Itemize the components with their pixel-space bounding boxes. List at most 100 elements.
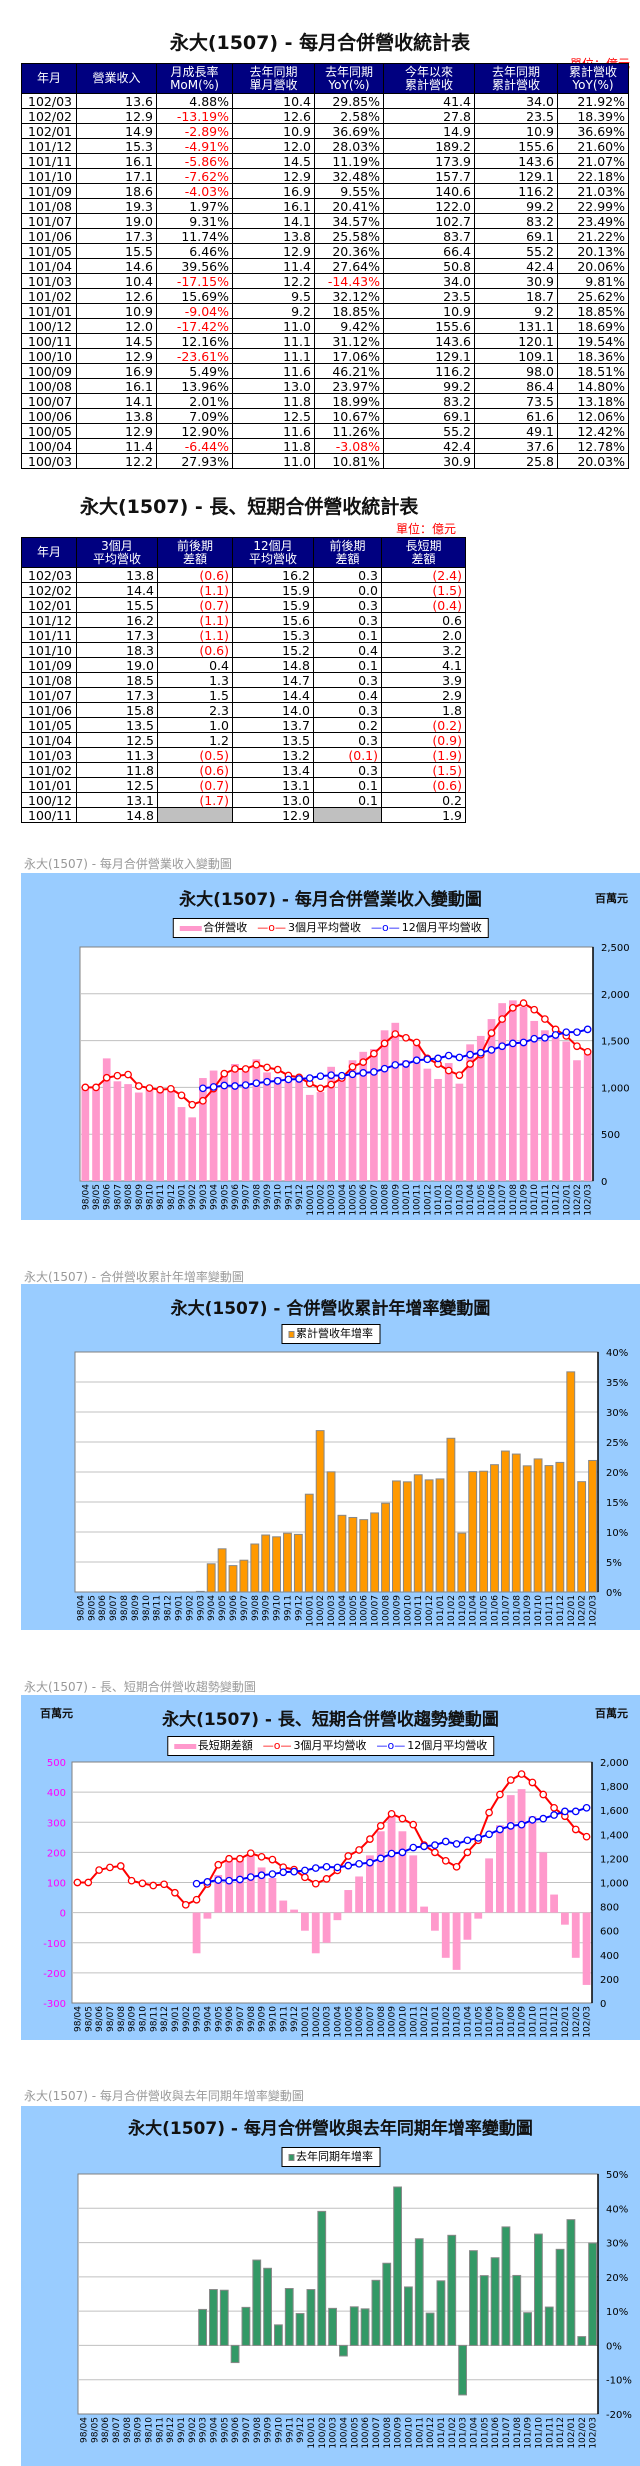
period-cell: 101/05: [21, 717, 77, 733]
y-tick-label: 1,400: [600, 1830, 629, 1841]
x-tick-label: 101/09: [520, 1184, 530, 1216]
table-row: 101/07 19.0 9.31% 14.1 34.57% 102.7 83.2 23.49%: [21, 213, 629, 229]
data-point: [582, 1803, 591, 1812]
value-cell: -6.44%: [156, 438, 233, 454]
x-tick-label: 101/10: [534, 2417, 544, 2449]
data-point: [431, 1848, 439, 1857]
x-tick-label: 98/10: [145, 1184, 155, 1210]
value-cell: 21.60%: [557, 138, 629, 154]
value-cell: 32.12%: [314, 288, 384, 304]
value-cell: 10.67%: [314, 408, 384, 424]
value-cell: 69.1: [383, 408, 475, 424]
bar: [366, 1855, 374, 1913]
long-short-revenue-table: 年月 3個月 平均營收 前後期 差額 12個月 平均營收 前後期 差額 長短期 差額 102…: [21, 537, 466, 823]
value-cell: 14.4: [232, 687, 314, 703]
data-point: [452, 1840, 461, 1848]
value-cell: 157.7: [383, 168, 475, 184]
y-tick-label: 200: [600, 1975, 619, 1986]
table-row: 101/01 12.5 (0.7) 13.1 0.1 (0.6): [21, 777, 466, 793]
period-cell: 100/12: [21, 792, 77, 808]
y-tick-label: 35%: [606, 1378, 628, 1389]
chart4-caption: 永大(1507) - 每月合併營收與去年同期年增率變動圖: [24, 2089, 304, 2103]
value-cell: 12.42%: [557, 423, 629, 439]
x-tick-label: 101/11: [539, 2006, 549, 2038]
value-cell: 116.2: [474, 183, 558, 199]
legend-label: 12個月平均營收: [407, 1739, 488, 1752]
value-cell: 27.8: [383, 108, 475, 124]
x-tick-label: 101/04: [469, 2417, 479, 2449]
data-point: [409, 1820, 418, 1829]
bar: [402, 1481, 412, 1593]
x-tick-label: 100/06: [355, 2006, 365, 2038]
x-tick-label: 98/06: [98, 1595, 108, 1621]
x-tick-label: 98/11: [155, 2417, 165, 2443]
x-tick-label: 98/07: [106, 2006, 116, 2032]
data-point: [355, 1859, 363, 1868]
y-tick-label: 400: [600, 1951, 619, 1962]
table-row: 100/08 16.1 13.96% 13.0 23.97% 99.2 86.4 14.80%: [21, 378, 629, 394]
column-header: 去年同期 累計營收: [474, 63, 558, 94]
value-cell: (0.2): [381, 717, 466, 733]
value-cell: 73.5: [474, 393, 558, 409]
legend-item: —o— 3個月平均營收: [257, 921, 361, 935]
data-point: [387, 1849, 396, 1858]
value-cell: 55.2: [383, 423, 475, 439]
value-cell: 0.0: [313, 582, 382, 598]
bar: [571, 1912, 580, 1958]
x-tick-label: 100/07: [370, 1184, 380, 1216]
bar: [490, 2257, 500, 2346]
data-point: [466, 1060, 474, 1068]
bar: [337, 1074, 346, 1181]
bar: [311, 1912, 320, 1954]
value-cell: 18.85%: [314, 303, 384, 319]
value-cell: 20.06%: [557, 258, 629, 274]
value-cell: 13.0: [232, 378, 315, 394]
bar: [219, 2289, 229, 2346]
bar: [228, 1565, 238, 1593]
bar: [230, 2344, 240, 2364]
period-cell: 100/05: [21, 423, 77, 439]
x-tick-label: 102/03: [584, 1184, 594, 1216]
value-cell: 16.1: [232, 198, 315, 214]
x-tick-label: 98/09: [134, 2417, 144, 2443]
data-point: [263, 1077, 271, 1086]
period-cell: 101/02: [21, 762, 77, 778]
x-tick-label: 99/12: [290, 2006, 300, 2032]
bar: [500, 1450, 510, 1593]
chart3-right-unit: 百萬元: [595, 1707, 628, 1720]
table-row: 100/12 12.0 -17.42% 11.0 9.42% 155.6 131.1 18.6…: [21, 318, 629, 334]
x-tick-label: 102/02: [573, 1184, 583, 1216]
y-tick-label: -10%: [606, 2376, 632, 2387]
x-tick-label: 100/10: [404, 2417, 414, 2449]
period-cell: 101/09: [21, 183, 77, 199]
value-cell: 12.9: [232, 243, 315, 259]
x-tick-label: 98/12: [164, 1595, 174, 1621]
bar: [252, 1059, 261, 1181]
data-point: [434, 1054, 442, 1063]
x-tick-label: 101/07: [502, 2417, 512, 2449]
x-tick-label: 99/02: [182, 2006, 192, 2032]
x-tick-label: 102/01: [561, 2006, 571, 2038]
bar: [555, 2248, 565, 2346]
chart1-caption: 永大(1507) - 每月合併營業收入變動圖: [24, 857, 232, 871]
bar: [326, 1471, 336, 1593]
value-cell: (0.1): [313, 747, 382, 763]
legend-label: 累計營收年增率: [296, 1327, 373, 1340]
legend-item: 合併營收: [179, 921, 247, 935]
value-cell: 18.51%: [557, 363, 629, 379]
x-tick-label: 100/08: [381, 1184, 391, 1216]
data-point: [466, 1050, 474, 1059]
y-tick-label: 30%: [606, 2239, 628, 2250]
x-tick-label: 99/01: [175, 1595, 185, 1621]
table-row: 102/01 15.5 (0.7) 15.9 0.3 (0.4): [21, 597, 466, 613]
x-tick-label: 99/05: [214, 2006, 224, 2032]
bar: [274, 2324, 283, 2346]
x-tick-label: 99/07: [236, 2006, 246, 2032]
value-cell: 18.39%: [557, 108, 629, 124]
value-cell: 17.06%: [314, 348, 384, 364]
value-cell: 11.1: [232, 333, 315, 349]
x-tick-label: 100/10: [403, 1595, 413, 1627]
value-cell: 19.54%: [557, 333, 629, 349]
value-cell: 23.49%: [557, 213, 629, 229]
data-point: [171, 1888, 179, 1897]
